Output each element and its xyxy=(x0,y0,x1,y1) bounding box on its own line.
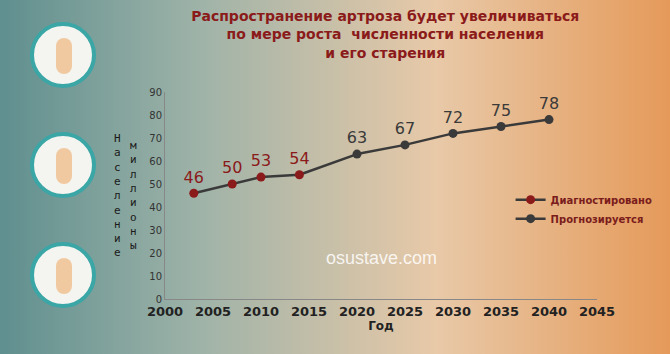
svg-text:72: 72 xyxy=(443,108,463,127)
svg-text:80: 80 xyxy=(149,110,162,121)
svg-text:2015: 2015 xyxy=(291,304,327,319)
svg-text:2025: 2025 xyxy=(387,304,423,319)
svg-text:90: 90 xyxy=(149,87,162,98)
svg-text:Население: Население xyxy=(114,132,121,259)
svg-text:2020: 2020 xyxy=(339,304,375,319)
svg-text:Диагностировано: Диагностировано xyxy=(551,195,652,206)
svg-text:Распространение артроза будет: Распространение артроза будет увеличиват… xyxy=(191,8,579,60)
svg-text:2030: 2030 xyxy=(435,304,471,319)
svg-text:Год: Год xyxy=(368,319,394,333)
svg-text:миллионы: миллионы xyxy=(130,139,137,252)
svg-text:2010: 2010 xyxy=(243,304,279,319)
svg-text:30: 30 xyxy=(149,225,162,236)
svg-text:2045: 2045 xyxy=(579,304,615,319)
svg-text:0: 0 xyxy=(156,294,162,305)
svg-text:2000: 2000 xyxy=(147,304,183,319)
svg-text:53: 53 xyxy=(251,151,271,170)
svg-text:20: 20 xyxy=(149,248,162,259)
svg-text:50: 50 xyxy=(149,179,162,190)
svg-text:2005: 2005 xyxy=(195,304,231,319)
svg-text:50: 50 xyxy=(222,158,242,177)
svg-text:75: 75 xyxy=(491,101,511,120)
svg-text:40: 40 xyxy=(149,202,162,213)
svg-text:Прогнозируется: Прогнозируется xyxy=(551,214,644,225)
svg-text:2040: 2040 xyxy=(531,304,567,319)
svg-text:54: 54 xyxy=(289,149,309,168)
svg-text:67: 67 xyxy=(395,119,415,138)
svg-text:46: 46 xyxy=(184,168,204,187)
svg-text:63: 63 xyxy=(347,128,367,147)
svg-text:osustave.com: osustave.com xyxy=(326,248,437,268)
svg-text:70: 70 xyxy=(149,133,162,144)
svg-text:60: 60 xyxy=(149,156,162,167)
svg-text:2035: 2035 xyxy=(483,304,519,319)
svg-text:78: 78 xyxy=(539,94,559,113)
svg-text:10: 10 xyxy=(149,271,162,282)
